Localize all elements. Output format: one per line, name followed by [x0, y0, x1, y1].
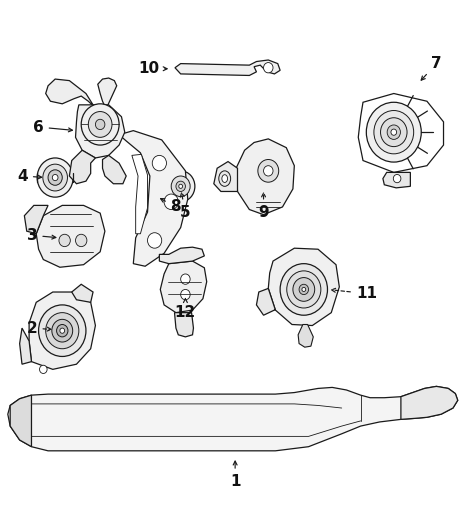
Polygon shape: [8, 386, 458, 451]
Circle shape: [48, 170, 62, 185]
Circle shape: [46, 313, 79, 349]
Circle shape: [366, 102, 421, 162]
Circle shape: [179, 184, 182, 188]
Polygon shape: [29, 292, 95, 369]
Circle shape: [393, 174, 401, 183]
Polygon shape: [132, 155, 148, 234]
Circle shape: [374, 111, 414, 154]
Circle shape: [39, 365, 47, 373]
Polygon shape: [19, 328, 31, 364]
Polygon shape: [236, 139, 294, 215]
Circle shape: [391, 129, 397, 135]
Polygon shape: [174, 313, 193, 337]
Text: 5: 5: [180, 193, 191, 220]
Ellipse shape: [219, 171, 231, 186]
Text: 8: 8: [161, 199, 181, 215]
Circle shape: [57, 325, 68, 337]
Circle shape: [95, 119, 105, 130]
Text: 1: 1: [230, 461, 240, 489]
Circle shape: [264, 63, 273, 73]
Circle shape: [164, 194, 178, 209]
Circle shape: [280, 264, 327, 315]
Circle shape: [264, 165, 273, 176]
Ellipse shape: [222, 175, 228, 183]
Text: 4: 4: [17, 169, 42, 184]
Text: 3: 3: [27, 228, 56, 243]
Polygon shape: [383, 172, 410, 188]
Circle shape: [176, 181, 185, 191]
Circle shape: [180, 274, 190, 284]
Polygon shape: [160, 261, 207, 313]
Polygon shape: [256, 288, 275, 315]
Circle shape: [302, 287, 306, 292]
Polygon shape: [214, 162, 238, 191]
Polygon shape: [175, 60, 280, 75]
Circle shape: [380, 118, 407, 147]
Polygon shape: [159, 247, 204, 264]
Circle shape: [81, 104, 119, 145]
Circle shape: [60, 328, 65, 333]
Circle shape: [299, 284, 309, 295]
Polygon shape: [268, 248, 339, 326]
Text: 10: 10: [138, 61, 167, 76]
Text: 9: 9: [258, 193, 269, 220]
Circle shape: [180, 290, 190, 300]
Text: 6: 6: [33, 119, 72, 134]
Circle shape: [52, 320, 73, 342]
Text: 7: 7: [421, 56, 442, 80]
Polygon shape: [103, 156, 126, 184]
Circle shape: [152, 156, 166, 171]
Polygon shape: [36, 205, 105, 267]
Polygon shape: [46, 79, 95, 108]
Polygon shape: [10, 395, 31, 447]
Polygon shape: [72, 284, 93, 302]
Polygon shape: [76, 105, 125, 158]
Polygon shape: [69, 150, 95, 184]
Circle shape: [37, 158, 73, 197]
Circle shape: [43, 164, 67, 191]
Circle shape: [76, 234, 87, 247]
Polygon shape: [298, 325, 314, 347]
Circle shape: [258, 160, 279, 182]
Circle shape: [166, 171, 195, 202]
Text: 2: 2: [27, 321, 51, 336]
Circle shape: [293, 278, 315, 301]
Circle shape: [148, 233, 162, 248]
Circle shape: [52, 174, 58, 180]
Polygon shape: [401, 386, 458, 419]
Text: 12: 12: [175, 299, 196, 320]
Text: 11: 11: [332, 286, 377, 301]
Circle shape: [88, 112, 112, 138]
Polygon shape: [98, 78, 117, 107]
Circle shape: [287, 271, 321, 308]
Polygon shape: [119, 131, 188, 266]
Circle shape: [387, 125, 400, 140]
Polygon shape: [24, 205, 48, 234]
Circle shape: [59, 234, 70, 247]
Circle shape: [38, 305, 86, 356]
Circle shape: [171, 176, 190, 196]
